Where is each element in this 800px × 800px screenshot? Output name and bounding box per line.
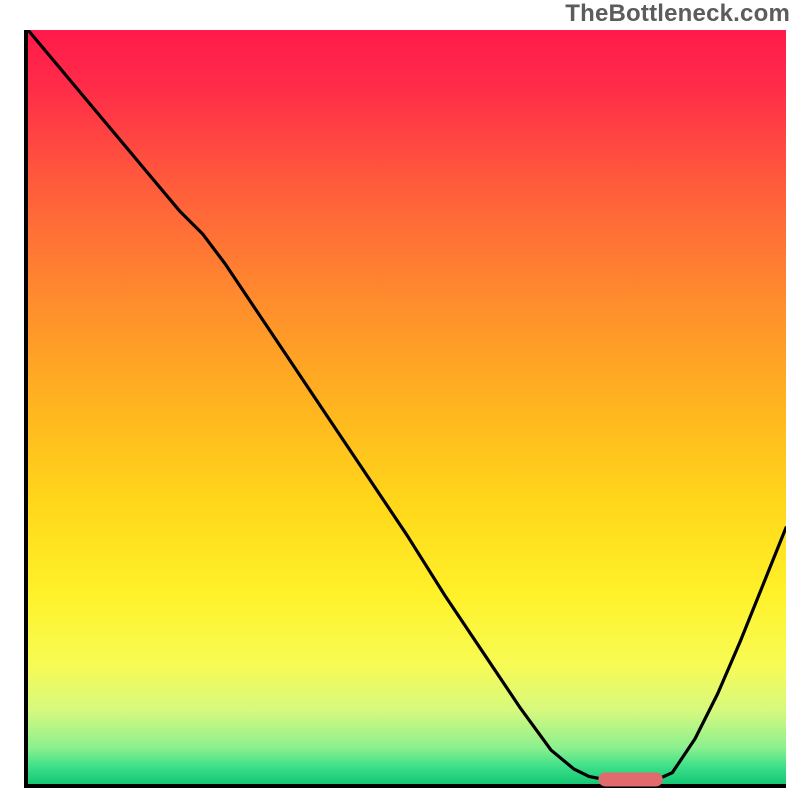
plot-area — [24, 30, 786, 788]
plot-svg — [24, 30, 786, 788]
watermark-text: TheBottleneck.com — [565, 0, 790, 28]
optimal-range-marker — [598, 772, 662, 786]
stage: TheBottleneck.com — [0, 0, 800, 800]
gradient-background — [26, 30, 786, 786]
